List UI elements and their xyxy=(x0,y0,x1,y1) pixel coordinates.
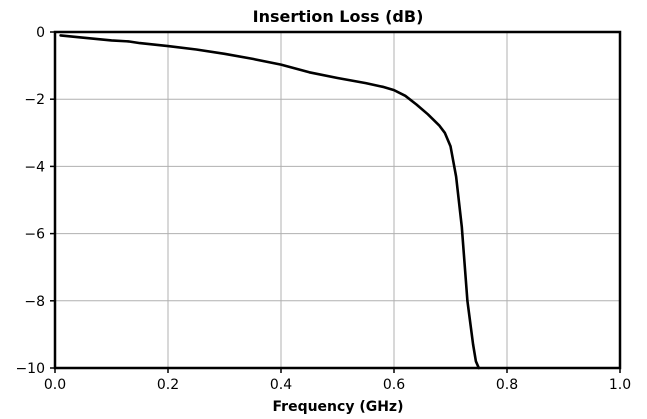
series-layer xyxy=(59,34,481,370)
y-tick-label: −10 xyxy=(15,361,45,377)
axis-ticks: 0.0 0.2 0.4 0.6 0.8 1.0 0 −2 −4 −6 −8 −10 xyxy=(15,25,631,393)
y-tick-label: 0 xyxy=(36,25,45,41)
y-tick-label: −2 xyxy=(24,92,45,108)
x-tick-label: 1.0 xyxy=(609,377,631,393)
y-tick-label: −4 xyxy=(24,159,45,175)
x-tick-label: 0.0 xyxy=(44,377,66,393)
insertion-loss-series-line xyxy=(59,34,481,370)
chart-title: Insertion Loss (dB) xyxy=(253,7,424,26)
y-tick-label: −6 xyxy=(24,227,45,243)
x-tick-label: 0.8 xyxy=(496,377,518,393)
x-tick-label: 0.4 xyxy=(270,377,292,393)
x-tick-label: 0.2 xyxy=(157,377,179,393)
plot-frame xyxy=(53,30,622,370)
y-tick-label: −8 xyxy=(24,294,45,310)
grid-lines xyxy=(55,32,620,368)
x-axis-label: Frequency (GHz) xyxy=(273,399,404,415)
x-tick-label: 0.6 xyxy=(383,377,405,393)
